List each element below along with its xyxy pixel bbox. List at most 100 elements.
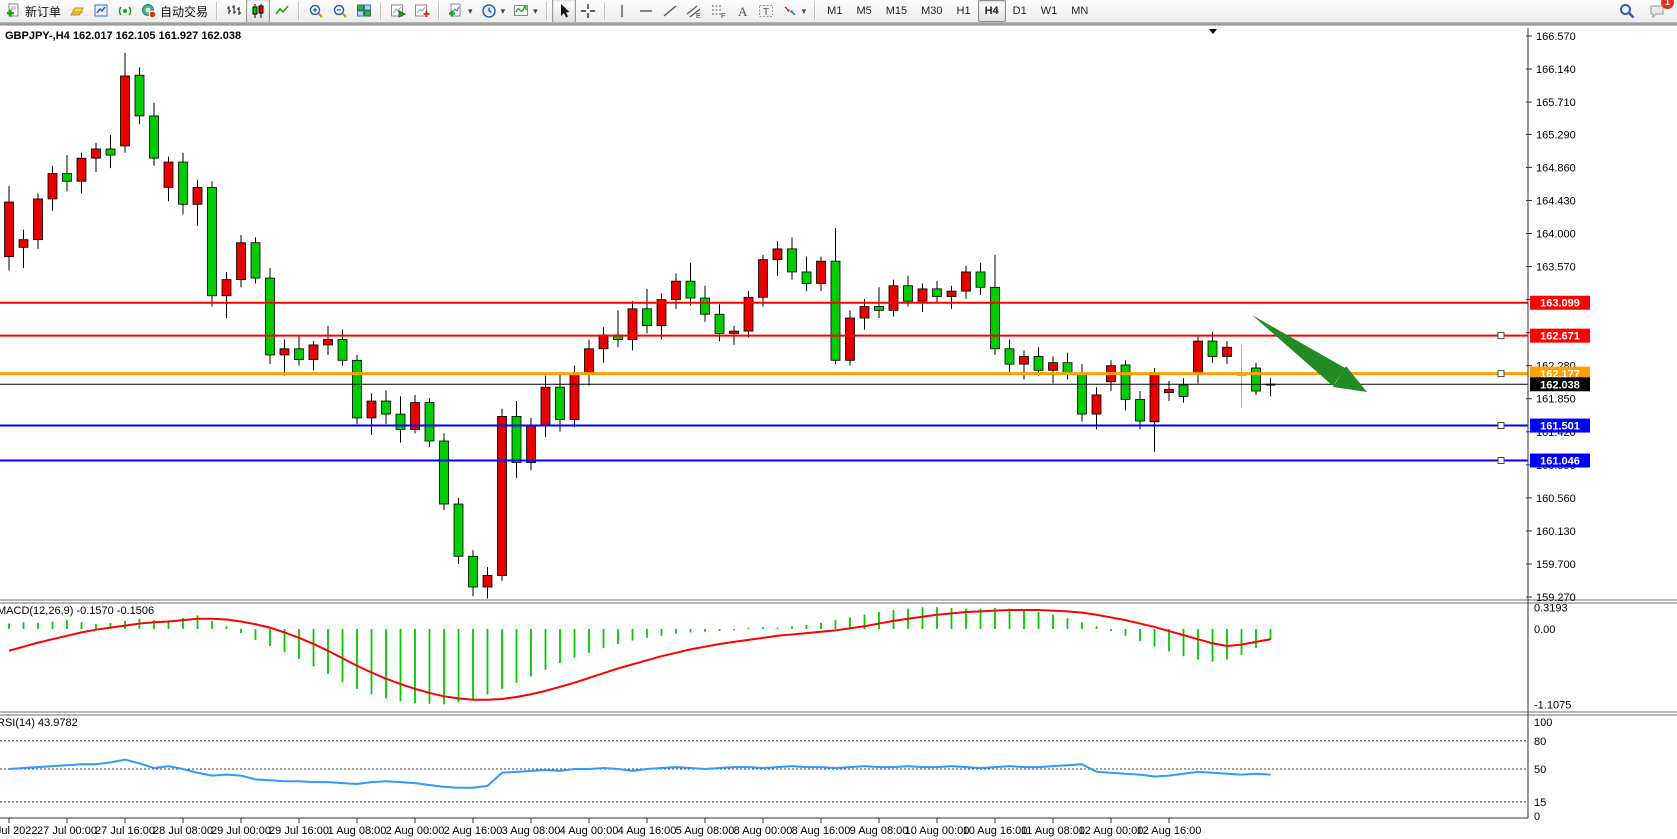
candle-body bbox=[888, 285, 899, 311]
macd-pane[interactable]: MACD(12,26,9) -0.1570 -0.1506 bbox=[0, 605, 1272, 705]
candles-layer[interactable] bbox=[4, 52, 1276, 599]
timeframe-mn[interactable]: MN bbox=[1071, 5, 1089, 17]
cursor-button[interactable] bbox=[551, 0, 576, 23]
toolbar-separator bbox=[216, 2, 219, 20]
signals-button[interactable] bbox=[113, 0, 137, 23]
crosshair-button[interactable] bbox=[576, 0, 600, 23]
time-label: 28 Jul 08:00 bbox=[153, 825, 213, 837]
timeframe-m5[interactable]: M5 bbox=[856, 5, 872, 17]
indicators-button[interactable]: ▾ bbox=[509, 0, 542, 23]
candle-body bbox=[1091, 394, 1102, 415]
auto-trading-button[interactable]: 自动交易 bbox=[137, 0, 212, 23]
candle-body bbox=[323, 339, 333, 346]
tile-windows-button[interactable] bbox=[352, 0, 376, 23]
svg-text:162.038: 162.038 bbox=[1540, 379, 1580, 391]
time-label: 10 Aug 16:00 bbox=[963, 825, 1028, 837]
timeframe-m15[interactable]: M15 bbox=[885, 5, 908, 17]
time-label: 27 Jul 00:00 bbox=[37, 825, 97, 837]
chart-window-icon bbox=[94, 4, 108, 17]
timeframe-h1[interactable]: H1 bbox=[956, 5, 971, 17]
bar-chart-button[interactable] bbox=[222, 0, 246, 23]
zoom-out-button[interactable] bbox=[328, 0, 352, 23]
symbols-button[interactable] bbox=[65, 0, 89, 23]
arrows-button[interactable]: ▾ bbox=[778, 0, 811, 23]
line-chart-button[interactable] bbox=[270, 0, 294, 23]
chart-symbol-title: GBPJPY-,H4 162.017 162.105 161.927 162.0… bbox=[5, 30, 242, 42]
timeframe-h4[interactable]: H4 bbox=[977, 0, 1006, 22]
template-icon bbox=[449, 3, 461, 17]
candle-body bbox=[47, 173, 58, 200]
search-icon bbox=[1620, 4, 1635, 19]
candle-body bbox=[76, 157, 87, 182]
timeframe-w1[interactable]: W1 bbox=[1040, 5, 1058, 17]
level-lines[interactable] bbox=[0, 301, 1528, 465]
time-label: 5 Aug 08:00 bbox=[676, 825, 735, 837]
timeframe-m1[interactable]: M1 bbox=[827, 5, 843, 17]
chart-window-button[interactable] bbox=[89, 0, 113, 23]
new-order-button[interactable]: 新订单 bbox=[2, 0, 65, 23]
templates-button[interactable]: ▾ bbox=[444, 0, 477, 23]
candle-body bbox=[120, 75, 130, 147]
text-label-button[interactable]: T bbox=[754, 0, 778, 23]
vertical-line-button[interactable] bbox=[610, 0, 634, 23]
price-axis[interactable]: 166.570 166.140 165.710 165.290 164.860 164.4… bbox=[1526, 28, 1590, 823]
fibonacci-button[interactable]: F bbox=[706, 0, 730, 23]
profile-back-button[interactable] bbox=[410, 0, 434, 23]
candle-body bbox=[729, 330, 739, 334]
svg-text:50: 50 bbox=[1534, 764, 1546, 776]
svg-text:161.046: 161.046 bbox=[1540, 456, 1580, 468]
chart-shift-marker[interactable] bbox=[1209, 29, 1217, 34]
candle-body bbox=[18, 239, 29, 248]
text-a-icon: A bbox=[738, 4, 748, 19]
price-chip-162.038 bbox=[1530, 377, 1590, 392]
candle-body bbox=[352, 359, 362, 419]
candle-body bbox=[932, 288, 942, 297]
time-label: 1 Aug 08:00 bbox=[328, 825, 387, 837]
text-t-icon: T bbox=[758, 5, 773, 18]
auto-trading-button-label: 自动交易 bbox=[160, 4, 209, 19]
svg-text:100: 100 bbox=[1534, 717, 1552, 729]
toolbar-separator bbox=[545, 2, 548, 20]
candle-body bbox=[874, 306, 884, 311]
svg-text:A: A bbox=[738, 4, 748, 19]
trendline-button[interactable] bbox=[658, 0, 682, 23]
candle-body bbox=[265, 277, 275, 356]
candle-body bbox=[294, 348, 304, 360]
timeframe-d1[interactable]: D1 bbox=[1012, 5, 1027, 17]
candle-body bbox=[279, 348, 290, 356]
svg-text:160.560: 160.560 bbox=[1536, 493, 1576, 505]
candle-body bbox=[772, 248, 783, 261]
chart-area: GBPJPY-,H4 162.017 162.105 161.927 162.0… bbox=[0, 26, 1677, 839]
candlestick-chart-button[interactable] bbox=[246, 0, 271, 23]
line-anchor-marker bbox=[1497, 457, 1505, 465]
toolbar-buttons: 新订单 自动交易 ▾ ▾ ▾ E F A T ▾ M1 M5 M15 M30 H1 H4 D1 W1 MN bbox=[2, 0, 1615, 23]
zoom-in-icon bbox=[309, 4, 323, 18]
candle-body bbox=[221, 279, 232, 297]
hline-icon bbox=[639, 10, 652, 12]
timeframe-m30[interactable]: M30 bbox=[921, 5, 943, 17]
candle-body bbox=[439, 440, 449, 505]
rsi-label: RSI(14) 43.9782 bbox=[0, 717, 78, 729]
time-label: 27 Jul 16:00 bbox=[95, 825, 155, 837]
svg-text:161.850: 161.850 bbox=[1536, 394, 1576, 406]
candle-body bbox=[105, 148, 116, 156]
zoom-in-button[interactable] bbox=[304, 0, 328, 23]
chart-canvas[interactable]: MACD(12,26,9) -0.1570 -0.1506 RSI(14) 43.… bbox=[0, 26, 1677, 839]
trend-arrow-annotation[interactable] bbox=[1252, 315, 1367, 392]
candle-body bbox=[642, 308, 652, 327]
search-button[interactable] bbox=[1615, 0, 1639, 23]
svg-text:159.700: 159.700 bbox=[1536, 559, 1576, 571]
horizontal-line-button[interactable] bbox=[634, 0, 658, 23]
line-anchor-marker bbox=[1497, 332, 1505, 340]
gold-icon bbox=[69, 7, 85, 16]
rsi-pane[interactable]: RSI(14) 43.9782 bbox=[0, 717, 1528, 803]
candle-body bbox=[975, 271, 986, 288]
candle-body bbox=[555, 386, 565, 420]
equidistant-channel-button[interactable]: E bbox=[682, 0, 706, 23]
candle-body bbox=[410, 402, 420, 430]
notifications-button[interactable]: 1 bbox=[1645, 0, 1674, 23]
text-button[interactable]: A bbox=[730, 0, 754, 23]
profile-forward-button[interactable] bbox=[386, 0, 410, 23]
periods-button[interactable]: ▾ bbox=[477, 0, 510, 23]
